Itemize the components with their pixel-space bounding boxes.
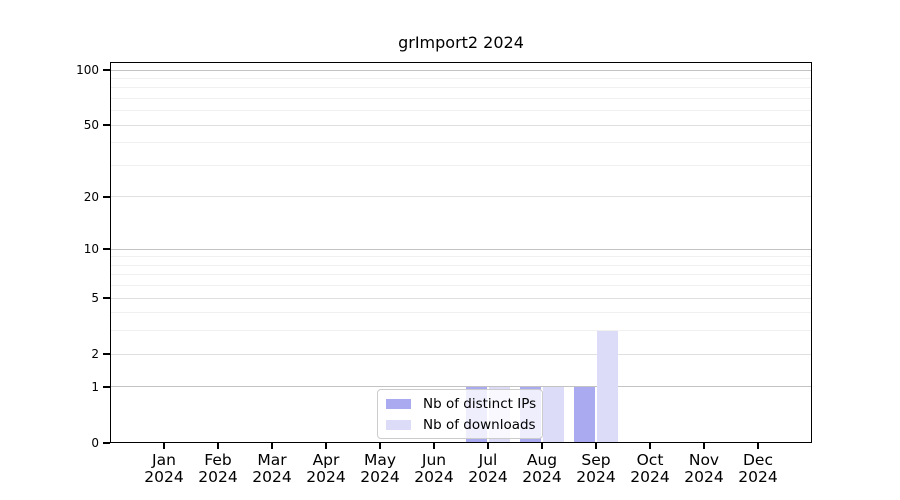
x-tick-mark — [703, 443, 705, 449]
bar-downloads — [597, 330, 618, 443]
y-tick-mark — [103, 297, 110, 299]
x-tick-year: 2024 — [468, 467, 508, 486]
x-tick-mark — [163, 443, 165, 449]
x-tick-label: Apr 2024 — [286, 452, 366, 485]
legend-item-downloads: Nb of downloads — [386, 415, 536, 434]
x-tick-year: 2024 — [306, 467, 346, 486]
gridline — [110, 69, 812, 71]
y-tick-mark — [103, 196, 110, 198]
x-tick-mark — [271, 443, 273, 449]
x-tick-label: Jan 2024 — [124, 452, 204, 485]
gridline — [110, 124, 812, 126]
gridline — [110, 274, 812, 276]
gridline — [110, 248, 812, 250]
legend-item-distinct-ips: Nb of distinct IPs — [386, 394, 537, 413]
x-tick-label: Aug 2024 — [502, 452, 582, 485]
x-tick-month: Apr — [312, 451, 340, 469]
y-tick-label: 20 — [83, 189, 99, 204]
y-tick-label: 2 — [91, 347, 99, 362]
x-tick-month: Oct — [636, 451, 664, 469]
gridline — [110, 285, 812, 287]
x-tick-mark — [325, 443, 327, 449]
x-tick-label: Sep 2024 — [556, 452, 636, 485]
y-tick-label: 1 — [91, 379, 99, 394]
gridline — [110, 110, 812, 112]
x-tick-year: 2024 — [198, 467, 238, 486]
gridline — [110, 97, 812, 99]
x-tick-mark — [379, 443, 381, 449]
x-tick-month: Nov — [688, 451, 720, 469]
gridline — [110, 264, 812, 266]
x-tick-year: 2024 — [630, 467, 670, 486]
y-tick-mark — [103, 69, 110, 71]
x-tick-mark — [487, 443, 489, 449]
gridline — [110, 164, 812, 166]
x-tick-month: Jun — [421, 451, 447, 469]
y-tick-mark — [103, 386, 110, 388]
gridline — [110, 142, 812, 144]
y-tick-mark — [103, 248, 110, 250]
x-tick-label: Oct 2024 — [610, 452, 690, 485]
gridline — [110, 87, 812, 89]
legend: Nb of distinct IPs Nb of downloads — [377, 389, 543, 439]
x-tick-year: 2024 — [738, 467, 778, 486]
x-tick-month: Feb — [204, 451, 232, 469]
x-tick-label: Feb 2024 — [178, 452, 258, 485]
x-tick-month: Sep — [581, 451, 611, 469]
x-tick-year: 2024 — [522, 467, 562, 486]
gridline — [110, 196, 812, 198]
legend-label-downloads: Nb of downloads — [423, 416, 536, 433]
bar-downloads — [543, 386, 564, 443]
y-tick-label: 10 — [83, 242, 99, 257]
x-tick-year: 2024 — [576, 467, 616, 486]
x-tick-label: Jul 2024 — [448, 452, 528, 485]
x-tick-year: 2024 — [414, 467, 454, 486]
x-tick-mark — [649, 443, 651, 449]
x-tick-mark — [757, 443, 759, 449]
y-tick-mark — [103, 353, 110, 355]
gridline — [110, 77, 812, 79]
chart-title: grImport2 2024 — [398, 33, 524, 52]
x-tick-month: May — [363, 451, 397, 469]
y-tick-label: 5 — [91, 291, 99, 306]
x-tick-mark — [595, 443, 597, 449]
x-tick-month: Aug — [526, 451, 558, 469]
x-tick-mark — [217, 443, 219, 449]
y-tick-label: 0 — [91, 436, 99, 450]
x-tick-year: 2024 — [684, 467, 724, 486]
legend-swatch-downloads-icon — [386, 419, 411, 430]
x-tick-label: May 2024 — [340, 452, 420, 485]
gridline — [110, 330, 812, 332]
y-tick-mark — [103, 442, 110, 444]
x-tick-month: Jul — [478, 451, 498, 469]
gridline — [110, 312, 812, 314]
x-tick-mark — [541, 443, 543, 449]
y-tick-mark — [103, 124, 110, 126]
legend-label-distinct-ips: Nb of distinct IPs — [423, 395, 537, 412]
y-tick-label: 50 — [83, 118, 99, 133]
bar-distinct-ips — [574, 386, 595, 443]
x-tick-month: Dec — [743, 451, 773, 469]
gridline — [110, 256, 812, 258]
x-tick-year: 2024 — [360, 467, 400, 486]
gridline — [110, 386, 812, 388]
gridline — [110, 297, 812, 299]
x-tick-label: Nov 2024 — [664, 452, 744, 485]
gridline — [110, 353, 812, 355]
x-tick-year: 2024 — [144, 467, 184, 486]
x-tick-mark — [433, 443, 435, 449]
y-tick-label: 100 — [76, 63, 99, 77]
x-tick-label: Jun 2024 — [394, 452, 474, 485]
x-tick-label: Mar 2024 — [232, 452, 312, 485]
x-tick-month: Mar — [257, 451, 287, 469]
x-tick-label: Dec 2024 — [718, 452, 798, 485]
legend-swatch-distinct-ips-icon — [386, 398, 411, 409]
x-tick-month: Jan — [152, 451, 176, 469]
x-tick-year: 2024 — [252, 467, 292, 486]
